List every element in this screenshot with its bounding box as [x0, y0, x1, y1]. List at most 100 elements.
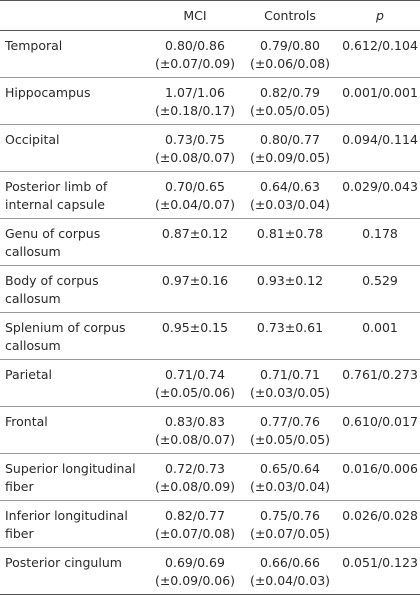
- controls-value: 0.82/0.79 (±0.05/0.05): [240, 78, 340, 125]
- mci-value: 0.69/0.69 (±0.09/0.06): [150, 548, 240, 595]
- p-value: 0.178: [362, 226, 398, 241]
- region-label-line: fiber: [5, 525, 34, 541]
- mci-value-line: 0.80/0.86: [165, 38, 225, 53]
- region-label: Genu of corpus callosum: [0, 219, 150, 266]
- region-label: Splenium of corpus callosum: [0, 313, 150, 360]
- table-body: Temporal 0.80/0.86 (±0.07/0.09) 0.79/0.80 (±…: [0, 31, 420, 595]
- region-label-line: Occipital: [5, 132, 60, 147]
- controls-value-line: (±0.05/0.05): [249, 431, 331, 447]
- p-value: 0.029/0.043: [342, 179, 418, 194]
- mci-value-line: (±0.08/0.07): [154, 431, 236, 447]
- controls-value-line: 0.93±0.12: [256, 273, 324, 288]
- region-label-line: Superior longitudinal: [5, 461, 136, 476]
- p-value: 0.026/0.028: [342, 508, 418, 523]
- controls-value: 0.73±0.61: [240, 313, 340, 360]
- region-label-line: Splenium of corpus: [5, 320, 126, 335]
- mci-value-line: 0.71/0.74: [165, 367, 225, 382]
- region-label: Posterior limb of internal capsule: [0, 172, 150, 219]
- mci-value-line: 0.73/0.75: [165, 132, 225, 147]
- p-value: 0.610/0.017: [342, 414, 418, 429]
- p-value: 0.001: [362, 320, 398, 335]
- region-label: Body of corpus callosum: [0, 266, 150, 313]
- table-row: Occipital 0.73/0.75 (±0.08/0.07) 0.80/0.77 (…: [0, 125, 420, 172]
- controls-value-line: (±0.03/0.04): [249, 196, 331, 212]
- region-label: Inferior longitudinal fiber: [0, 501, 150, 548]
- region-label: Temporal: [0, 31, 150, 78]
- mci-value: 0.82/0.77 (±0.07/0.08): [150, 501, 240, 548]
- region-label-line: Parietal: [5, 367, 52, 382]
- controls-value: 0.75/0.76 (±0.07/0.05): [240, 501, 340, 548]
- controls-value-line: (±0.03/0.05): [249, 384, 331, 400]
- table-row: Splenium of corpus callosum 0.95±0.15 0.73±…: [0, 313, 420, 360]
- region-label: Occipital: [0, 125, 150, 172]
- mci-value-line: 0.69/0.69: [165, 555, 225, 570]
- mci-value-line: 0.72/0.73: [165, 461, 225, 476]
- mci-value-line: (±0.07/0.09): [154, 55, 236, 71]
- mci-value-line: 0.95±0.15: [161, 320, 229, 335]
- region-label-line: internal capsule: [5, 196, 105, 212]
- p-value: 0.051/0.123: [342, 555, 418, 570]
- region-label: Frontal: [0, 407, 150, 454]
- mci-value: 1.07/1.06 (±0.18/0.17): [150, 78, 240, 125]
- header-region: [0, 1, 150, 31]
- region-label-line: Genu of corpus: [5, 226, 101, 241]
- mci-value: 0.95±0.15: [150, 313, 240, 360]
- controls-value: 0.81±0.78: [240, 219, 340, 266]
- mci-value-line: 1.07/1.06: [165, 85, 225, 100]
- region-label-line: Temporal: [5, 38, 63, 53]
- controls-value-line: 0.80/0.77: [260, 132, 320, 147]
- table-row: Posterior cingulum 0.69/0.69 (±0.09/0.06) 0…: [0, 548, 420, 595]
- mci-value-line: (±0.18/0.17): [154, 102, 236, 118]
- header-controls: Controls: [264, 8, 316, 23]
- mci-value-line: (±0.05/0.06): [154, 384, 236, 400]
- region-label-line: Hippocampus: [5, 85, 91, 100]
- controls-value-line: 0.81±0.78: [256, 226, 324, 241]
- table-row: Inferior longitudinal fiber 0.82/0.77 (±0.0…: [0, 501, 420, 548]
- region-label-line: Posterior limb of: [5, 179, 108, 194]
- table-row: Posterior limb of internal capsule 0.70/0.…: [0, 172, 420, 219]
- mci-value: 0.73/0.75 (±0.08/0.07): [150, 125, 240, 172]
- controls-value-line: (±0.04/0.03): [249, 572, 331, 588]
- table-row: Superior longitudinal fiber 0.72/0.73 (±0.0…: [0, 454, 420, 501]
- controls-value-line: 0.82/0.79: [260, 85, 320, 100]
- table-row: Hippocampus 1.07/1.06 (±0.18/0.17) 0.82/0.7…: [0, 78, 420, 125]
- region-label: Parietal: [0, 360, 150, 407]
- controls-value: 0.64/0.63 (±0.03/0.04): [240, 172, 340, 219]
- mci-value-line: (±0.04/0.07): [154, 196, 236, 212]
- p-value: 0.094/0.114: [342, 132, 418, 147]
- mci-value-line: (±0.07/0.08): [154, 525, 236, 541]
- region-label-line: Body of corpus: [5, 273, 99, 288]
- controls-value: 0.80/0.77 (±0.09/0.05): [240, 125, 340, 172]
- controls-value: 0.93±0.12: [240, 266, 340, 313]
- region-label-line: Posterior cingulum: [5, 555, 122, 570]
- mci-value-line: 0.70/0.65: [165, 179, 225, 194]
- region-label: Superior longitudinal fiber: [0, 454, 150, 501]
- controls-value-line: 0.65/0.64: [260, 461, 320, 476]
- controls-value-line: 0.79/0.80: [260, 38, 320, 53]
- controls-value-line: (±0.03/0.04): [249, 478, 331, 494]
- region-label: Posterior cingulum: [0, 548, 150, 595]
- mci-value-line: 0.83/0.83: [165, 414, 225, 429]
- p-value: 0.761/0.273: [342, 367, 418, 382]
- controls-value-line: 0.71/0.71: [260, 367, 320, 382]
- mci-value: 0.71/0.74 (±0.05/0.06): [150, 360, 240, 407]
- controls-value: 0.77/0.76 (±0.05/0.05): [240, 407, 340, 454]
- controls-value-line: 0.66/0.66: [260, 555, 320, 570]
- region-label-line: Frontal: [5, 414, 48, 429]
- mci-value-line: (±0.08/0.09): [154, 478, 236, 494]
- region-label: Hippocampus: [0, 78, 150, 125]
- controls-value-line: (±0.05/0.05): [249, 102, 331, 118]
- mci-value: 0.72/0.73 (±0.08/0.09): [150, 454, 240, 501]
- controls-value: 0.79/0.80 (±0.06/0.08): [240, 31, 340, 78]
- controls-value: 0.71/0.71 (±0.03/0.05): [240, 360, 340, 407]
- controls-value-line: 0.77/0.76: [260, 414, 320, 429]
- mci-value-line: 0.97±0.16: [161, 273, 229, 288]
- controls-value-line: 0.75/0.76: [260, 508, 320, 523]
- p-value: 0.612/0.104: [342, 38, 418, 53]
- controls-value: 0.66/0.66 (±0.04/0.03): [240, 548, 340, 595]
- p-value: 0.529: [362, 273, 398, 288]
- region-label-line: callosum: [5, 243, 61, 259]
- p-value: 0.001/0.001: [342, 85, 418, 100]
